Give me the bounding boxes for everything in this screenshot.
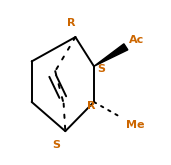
Text: S: S [97,64,105,74]
Polygon shape [94,44,128,66]
Text: R: R [67,18,75,28]
Text: R: R [87,101,96,111]
Text: S: S [52,140,60,150]
Text: Ac: Ac [129,35,144,45]
Text: Me: Me [126,120,144,130]
